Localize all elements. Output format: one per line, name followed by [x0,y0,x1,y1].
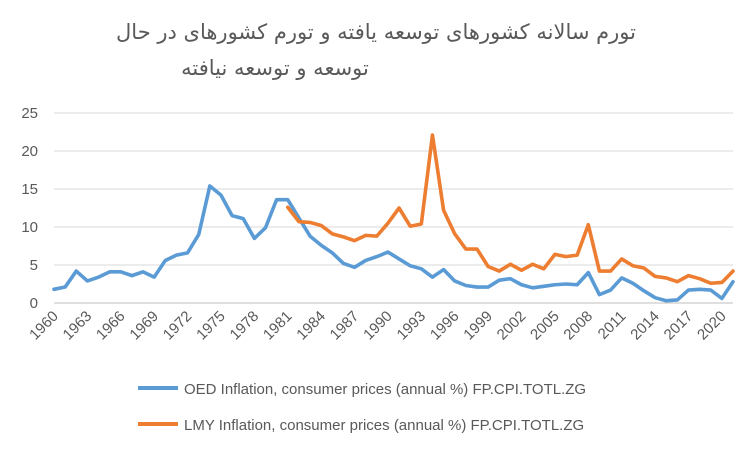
x-tick-label: 2005 [527,308,563,344]
x-tick-label: 1969 [126,308,162,344]
x-tick-label: 2002 [494,308,530,344]
x-tick-label: 1975 [193,308,229,344]
series-line-oed [52,184,735,303]
y-tick-label: 5 [30,257,38,274]
series-line-lmy [285,133,735,286]
x-tick-label: 1993 [394,308,430,344]
x-tick-label: 1972 [160,308,196,344]
x-tick-label: 1960 [26,308,62,344]
x-tick-label: 1978 [227,308,263,344]
legend-label-lmy: LMY Inflation, consumer prices (annual %… [184,417,584,434]
y-tick-label: 20 [21,143,38,160]
x-tick-label: 1987 [327,308,363,344]
y-tick-label: 25 [21,105,38,122]
x-tick-label: 2020 [694,308,730,344]
legend: OED Inflation, consumer prices (annual %… [138,381,586,434]
chart-title-line-2: توسعه و توسعه نیافته [181,56,369,80]
gridlines [54,112,733,304]
x-axis-ticks: 1960196319661969197219751978198119841987… [26,308,729,344]
x-tick-label: 2014 [627,308,663,344]
y-tick-label: 15 [21,181,38,198]
legend-label-oed: OED Inflation, consumer prices (annual %… [184,381,586,398]
x-tick-label: 1984 [293,308,329,344]
x-tick-label: 1990 [360,308,396,344]
x-tick-label: 1963 [60,308,96,344]
x-tick-label: 1966 [93,308,129,344]
series-lines [52,133,735,303]
y-tick-label: 0 [30,295,38,312]
x-tick-label: 2017 [661,308,697,344]
chart-title-line-1: تورم سالانه کشورهای توسعه یافته و تورم ک… [116,20,636,44]
x-tick-label: 2008 [561,308,597,344]
x-tick-label: 1981 [260,308,296,344]
x-tick-label: 2011 [595,308,630,343]
y-tick-label: 10 [21,219,38,236]
chart-title: تورم سالانه کشورهای توسعه یافته و تورم ک… [116,20,636,80]
x-tick-label: 1996 [427,308,463,344]
y-axis-ticks: 0 5 10 15 20 25 [21,105,38,312]
x-tick-label: 1999 [460,308,496,344]
